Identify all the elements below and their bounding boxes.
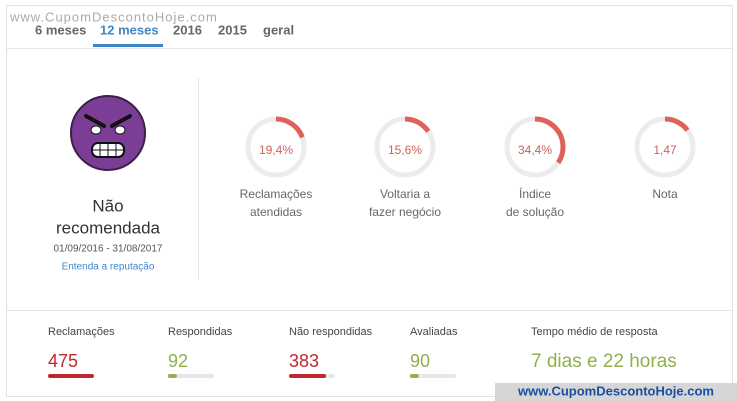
indicator-value: 34,4% — [518, 143, 552, 157]
donut-arc — [504, 116, 566, 178]
stat-label: Avaliadas — [410, 326, 458, 338]
active-tab-underline — [93, 44, 163, 47]
stat-value: 475 — [48, 351, 78, 371]
indicator-caption: Nota — [652, 187, 678, 201]
stat-value: 92 — [168, 351, 188, 371]
status-title: Não — [92, 196, 123, 215]
nota-arc — [634, 116, 696, 178]
indicator-caption: Reclamações — [240, 187, 313, 201]
tab[interactable]: 2016 — [173, 22, 202, 37]
status-title: recomendada — [56, 218, 161, 237]
indicator-value: 15,6% — [388, 143, 422, 157]
card — [6, 5, 733, 397]
stat-label: Tempo médio de resposta — [531, 326, 658, 338]
stat-label: Reclamações — [48, 326, 115, 338]
indicator-caption: Índice — [519, 186, 551, 201]
period: 01/09/2016 - 31/08/2017 — [54, 244, 163, 255]
donut-arc — [245, 116, 307, 178]
stat-value: 383 — [289, 351, 319, 371]
stat-bar — [48, 374, 94, 378]
stat-bar — [410, 374, 419, 378]
stat-bar — [289, 374, 327, 378]
stat-value: 90 — [410, 351, 430, 371]
tab[interactable]: 6 meses — [35, 22, 86, 37]
indicator-value: 19,4% — [259, 143, 293, 157]
stat-bar-track — [168, 374, 214, 378]
tab[interactable]: geral — [263, 22, 294, 37]
angry-emoji — [70, 95, 146, 171]
stat-label: Não respondidas — [289, 326, 373, 338]
indicator-caption: de solução — [506, 205, 564, 219]
indicator-caption: atendidas — [250, 205, 302, 219]
indicator-caption: Voltaria a — [380, 187, 430, 201]
watermark: www.CupomDescontoHoje.com — [517, 383, 714, 398]
watermark: www.CupomDescontoHoje.com — [9, 9, 218, 24]
stat-bar-track — [410, 374, 456, 378]
tab[interactable]: 12 meses — [100, 22, 159, 37]
indicator-value: 1,47 — [653, 143, 677, 157]
reputation-link[interactable]: Entenda a reputação — [62, 262, 155, 273]
stat-bar — [168, 374, 177, 378]
indicator-caption: fazer negócio — [369, 205, 441, 219]
tab[interactable]: 2015 — [218, 22, 247, 37]
donut-arc — [374, 116, 436, 178]
watermark-box — [495, 383, 737, 401]
stat-label: Respondidas — [168, 326, 233, 338]
response-time: 7 dias e 22 horas — [531, 351, 677, 372]
